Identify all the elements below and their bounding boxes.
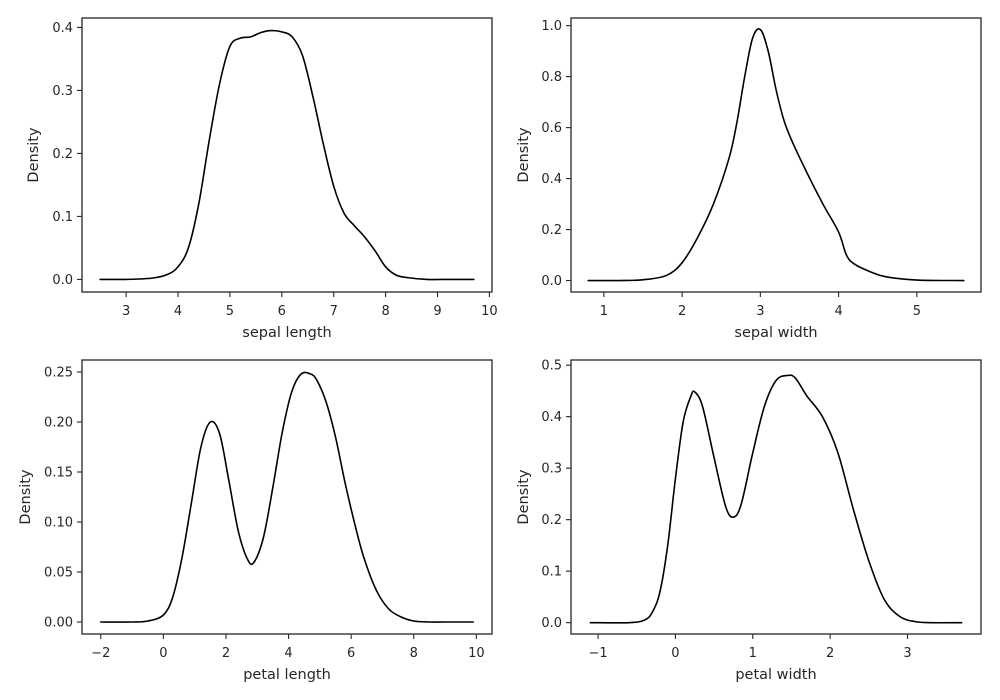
- y-tick-label: 0.4: [52, 21, 73, 36]
- x-tick-label: 3: [122, 304, 130, 319]
- x-tick-label: 5: [913, 304, 921, 319]
- x-tick-label: 4: [834, 304, 842, 319]
- y-tick-label: 0.10: [44, 516, 73, 531]
- density-curve-sepal-length: [99, 29, 475, 281]
- y-tick-label: 0.2: [541, 513, 562, 528]
- density-curve-petal-length: [99, 371, 475, 623]
- axes-frame: [81, 17, 493, 293]
- x-tick-label: 2: [222, 646, 230, 661]
- y-tick-label: 0.3: [541, 462, 562, 477]
- subplot-1: 3 4 5 6 7 8 9 10 0.0 0.1 0.2 0.3 0.4 sepal length Dens…: [26, 17, 498, 341]
- y-tick-label: 0.0: [541, 274, 562, 289]
- y-tick-label: 0.2: [52, 147, 73, 162]
- x-tick-label: 1: [749, 646, 757, 661]
- x-tick-label: 10: [481, 304, 498, 319]
- axes-frame: [570, 359, 982, 635]
- x-tick-label: 8: [410, 646, 418, 661]
- x-axis-label: sepal length: [242, 325, 331, 341]
- y-tick-label: 0.4: [541, 410, 562, 425]
- x-tick-label: 3: [903, 646, 911, 661]
- x-tick-label: 2: [826, 646, 834, 661]
- y-tick-label: 0.2: [541, 223, 562, 238]
- y-tick-label: 0.00: [44, 616, 73, 631]
- y-tick-label: 0.1: [541, 565, 562, 580]
- x-tick-label: 10: [468, 646, 485, 661]
- subplot-2: 1 2 3 4 5 0.0 0.2 0.4 0.6 0.8 1.0 sepal width Densit…: [516, 17, 982, 341]
- x-axis-label: sepal width: [734, 325, 817, 341]
- y-tick-label: 0.1: [52, 210, 73, 225]
- x-tick-label: 6: [278, 304, 286, 319]
- y-tick-label: 0.0: [541, 616, 562, 631]
- x-tick-label: 6: [347, 646, 355, 661]
- subplot-4: −1 0 1 2 3 0.0 0.1 0.2 0.3 0.4 0.5 petal width Densi…: [516, 359, 982, 683]
- x-tick-label: 5: [226, 304, 234, 319]
- density-curve-sepal-width: [587, 28, 965, 282]
- x-axis-label: petal width: [735, 667, 816, 683]
- y-axis-label: Density: [26, 127, 42, 183]
- y-axis-label: Density: [516, 469, 532, 525]
- x-axis-label: petal length: [243, 667, 331, 683]
- x-tick-label: 1: [600, 304, 608, 319]
- x-tick-label: −1: [588, 646, 607, 661]
- x-tick-label: 4: [284, 646, 292, 661]
- x-tick-label: 4: [174, 304, 182, 319]
- y-tick-label: 1.0: [541, 19, 562, 34]
- y-tick-label: 0.5: [541, 359, 562, 374]
- y-tick-label: 0.8: [541, 70, 562, 85]
- y-axis-label: Density: [18, 469, 34, 525]
- y-tick-label: 0.6: [541, 121, 562, 136]
- x-tick-label: 9: [433, 304, 441, 319]
- density-curve-petal-width: [589, 374, 963, 624]
- y-tick-label: 0.15: [44, 466, 73, 481]
- y-tick-label: 0.25: [44, 366, 73, 381]
- axes-frame: [570, 17, 982, 293]
- subplot-3: −2 0 2 4 6 8 10 0.00 0.05 0.10 0.15 0.20 0.25 petal l…: [18, 359, 493, 683]
- x-tick-label: 7: [330, 304, 338, 319]
- x-tick-label: −2: [91, 646, 110, 661]
- y-axis-label: Density: [516, 127, 532, 183]
- x-tick-label: 0: [159, 646, 167, 661]
- x-tick-label: 2: [678, 304, 686, 319]
- y-tick-label: 0.20: [44, 416, 73, 431]
- y-tick-label: 0.4: [541, 172, 562, 187]
- y-tick-label: 0.0: [52, 273, 73, 288]
- y-tick-label: 0.05: [44, 566, 73, 581]
- x-tick-label: 0: [671, 646, 679, 661]
- y-tick-label: 0.3: [52, 84, 73, 99]
- axes-frame: [81, 359, 493, 635]
- x-tick-label: 8: [381, 304, 389, 319]
- x-tick-label: 3: [756, 304, 764, 319]
